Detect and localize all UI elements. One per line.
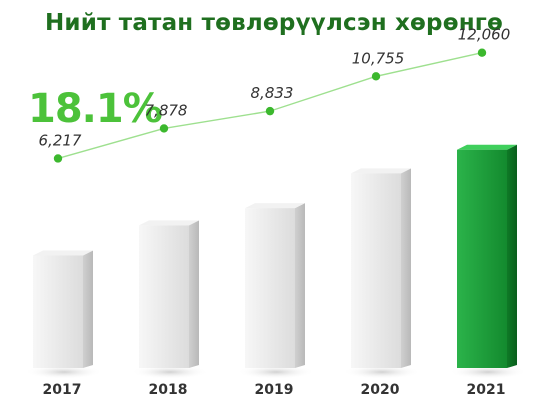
bar-2019 (245, 208, 295, 368)
value-label-2019: 8,833 (251, 84, 294, 102)
bar-side (189, 220, 199, 368)
point-2017 (54, 154, 62, 162)
bar-top (457, 145, 517, 150)
bar-side (507, 145, 517, 368)
bar-side (295, 203, 305, 368)
point-2021 (478, 49, 486, 57)
point-2019 (266, 107, 274, 115)
tick-label-2020: 2020 (361, 382, 400, 398)
tick-label-2018: 2018 (149, 382, 188, 398)
bar-2018 (139, 225, 189, 368)
bar-top (351, 168, 411, 173)
bar-2020 (351, 173, 401, 368)
tick-label-2021: 2021 (467, 382, 506, 398)
value-label-2018: 7,878 (145, 101, 188, 119)
point-2020 (372, 72, 380, 80)
trend-line (58, 53, 482, 159)
bar-top (33, 250, 93, 255)
value-label-2021: 12,060 (458, 26, 511, 44)
bar-side (83, 250, 93, 368)
value-label-2017: 6,217 (39, 131, 82, 149)
bar-2021 (457, 150, 507, 368)
bar-side (401, 168, 411, 368)
point-2018 (160, 124, 168, 132)
tick-label-2017: 2017 (43, 382, 82, 398)
bar-2017 (33, 255, 83, 368)
tick-label-2019: 2019 (255, 382, 294, 398)
value-label-2020: 10,755 (352, 49, 405, 67)
bar-top (139, 220, 199, 225)
bar-top (245, 203, 305, 208)
